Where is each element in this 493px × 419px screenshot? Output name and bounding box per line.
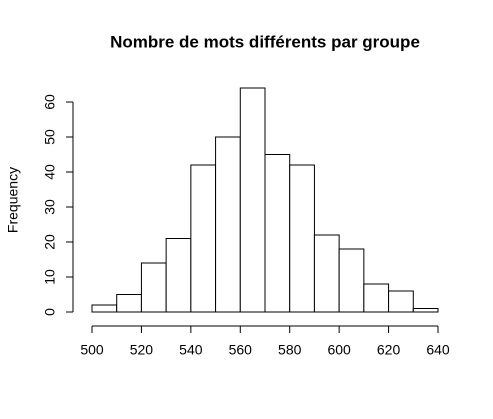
bar (338, 248, 365, 313)
bar (239, 87, 266, 313)
y-tick-label: 0 (42, 308, 58, 316)
x-tick-label: 640 (426, 342, 450, 358)
y-tick-label: 10 (42, 269, 58, 285)
bar (412, 308, 439, 313)
x-tick-label: 620 (377, 342, 401, 358)
y-tick-label: 30 (42, 199, 58, 215)
chart-title: Nombre de mots différents par groupe (110, 32, 420, 51)
bar (116, 294, 142, 313)
bar (91, 304, 118, 313)
x-tick-label: 500 (80, 342, 104, 358)
x-tick-label: 580 (278, 342, 302, 358)
x-tick-label: 560 (229, 342, 253, 358)
x-tick-label: 600 (327, 342, 351, 358)
bar (363, 283, 390, 313)
bar (165, 238, 192, 313)
bar (215, 136, 241, 313)
y-tick-label: 50 (42, 129, 58, 145)
y-tick-label: 40 (42, 164, 58, 180)
bar (140, 262, 167, 313)
bar (313, 234, 340, 313)
bar (264, 154, 291, 313)
x-tick-label: 540 (179, 342, 203, 358)
y-axis-label: Frequency (5, 167, 21, 233)
bar (388, 290, 414, 313)
bar (289, 164, 315, 313)
y-tick-label: 60 (42, 94, 58, 110)
x-tick-label: 520 (130, 342, 154, 358)
y-tick-label: 20 (42, 234, 58, 250)
bar (190, 164, 217, 313)
